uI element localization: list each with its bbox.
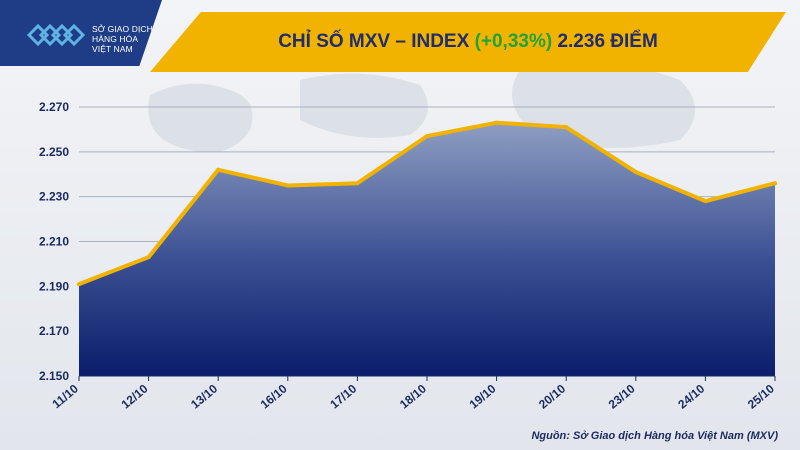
area-fill xyxy=(79,122,775,376)
data-point xyxy=(355,181,360,186)
data-point xyxy=(77,282,81,287)
title-banner: CHỈ SỐ MXV – INDEX (+0,33%) 2.236 ĐIỂM xyxy=(150,12,786,72)
logo-text-line-3: VIỆT NAM xyxy=(92,44,133,54)
x-tick-label: 24/10 xyxy=(675,381,707,411)
data-point xyxy=(285,183,290,188)
x-tick-label: 18/10 xyxy=(397,381,429,411)
x-tick-label: 16/10 xyxy=(258,381,290,411)
data-point xyxy=(216,167,221,172)
y-tick-label: 2.210 xyxy=(39,235,69,249)
logo-panel: SỞ GIAO DỊCH HÀNG HÓA VIỆT NAM xyxy=(0,0,162,66)
data-point xyxy=(146,255,151,260)
x-tick-label: 17/10 xyxy=(327,381,359,411)
data-point xyxy=(703,199,708,204)
title-change-percent: (+0,33%) xyxy=(474,31,553,52)
y-tick-label: 2.190 xyxy=(39,279,69,293)
logo-text-line-2: HÀNG HÓA xyxy=(92,34,139,44)
data-point xyxy=(425,134,429,139)
exchange-logo-icon xyxy=(27,24,85,46)
title-prefix: CHỈ SỐ MXV – INDEX xyxy=(278,31,475,52)
data-point xyxy=(564,125,569,130)
x-tick-label: 12/10 xyxy=(119,381,151,411)
data-point xyxy=(494,120,499,125)
y-tick-label: 2.170 xyxy=(39,324,69,338)
x-tick-label: 23/10 xyxy=(606,381,638,411)
title-suffix: 2.236 ĐIỂM xyxy=(552,31,658,52)
data-point xyxy=(773,181,777,186)
y-tick-label: 2.150 xyxy=(39,369,69,383)
x-tick-label: 20/10 xyxy=(536,381,568,411)
chart-title: CHỈ SỐ MXV – INDEX (+0,33%) 2.236 ĐIỂM xyxy=(150,12,786,72)
data-point xyxy=(633,170,638,175)
y-tick-label: 2.270 xyxy=(39,100,69,114)
x-tick-label: 13/10 xyxy=(188,381,220,411)
source-note: Nguồn: Sở Giao dịch Hàng hóa Việt Nam (M… xyxy=(531,430,778,442)
x-tick-label: 25/10 xyxy=(745,381,777,411)
y-tick-label: 2.250 xyxy=(39,145,69,159)
logo-text-line-1: SỞ GIAO DỊCH xyxy=(92,24,153,34)
x-tick-label: 11/10 xyxy=(49,381,81,411)
y-tick-label: 2.230 xyxy=(39,190,69,204)
x-tick-label: 19/10 xyxy=(467,381,499,411)
